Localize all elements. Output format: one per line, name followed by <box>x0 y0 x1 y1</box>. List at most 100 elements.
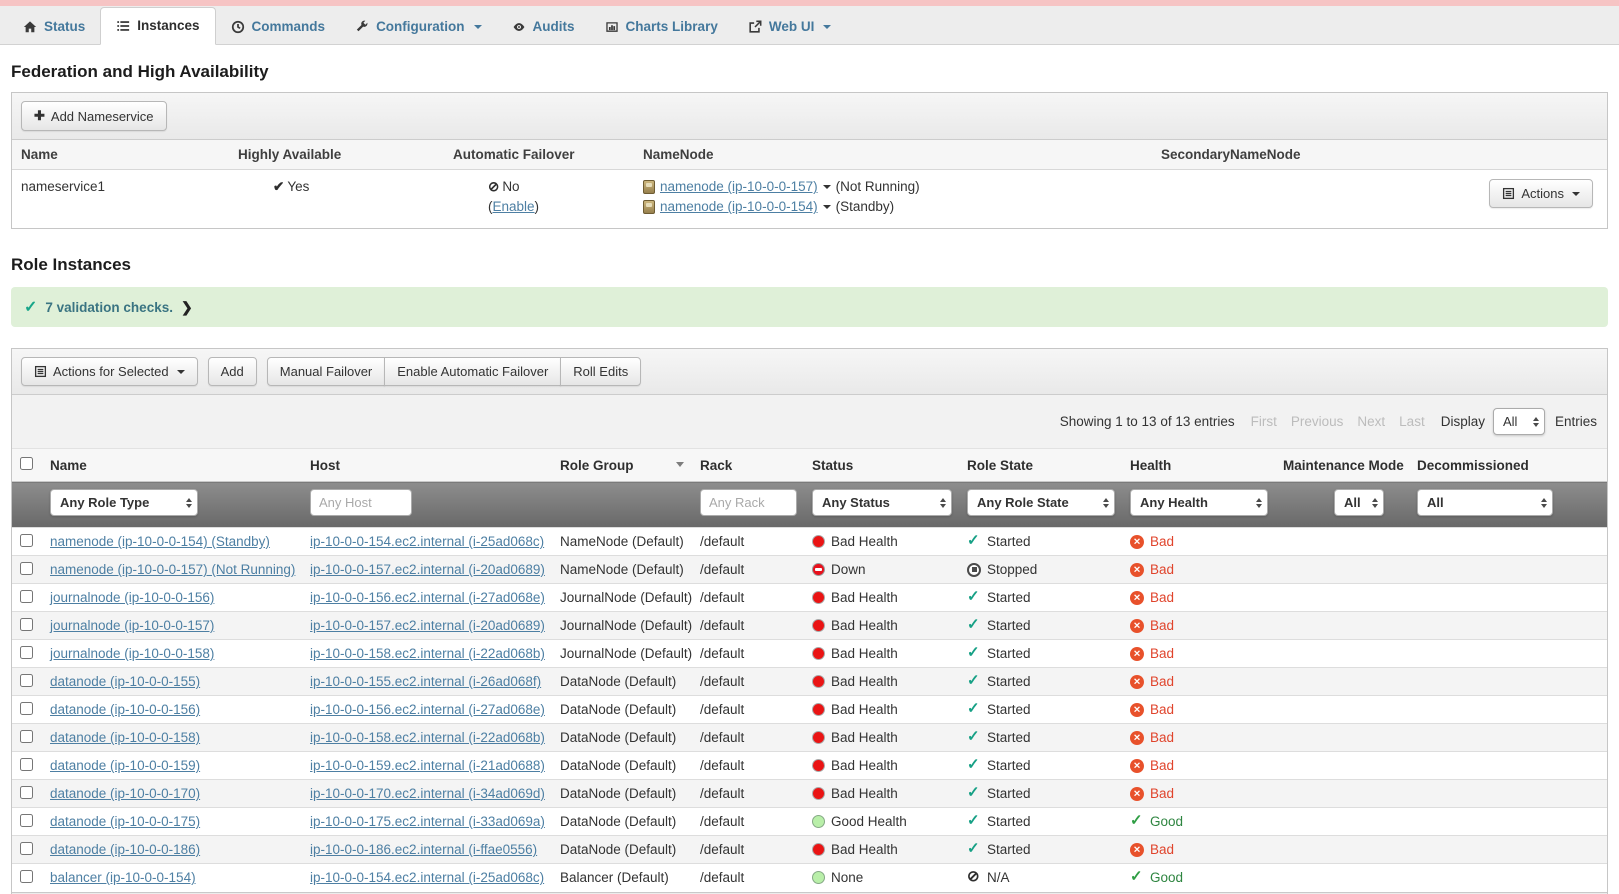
host-link[interactable]: ip-10-0-0-170.ec2.internal (i-34ad069d) <box>310 786 545 801</box>
manual-failover-button[interactable]: Manual Failover <box>267 357 386 386</box>
tab-configuration[interactable]: Configuration <box>340 9 496 44</box>
role-instance-link[interactable]: datanode (ip-10-0-0-156) <box>50 702 200 717</box>
status-cell: Down <box>804 556 959 584</box>
tab-audits[interactable]: Audits <box>497 9 590 44</box>
col-rack[interactable]: Rack <box>692 449 804 482</box>
nameservice-actions-button[interactable]: Actions <box>1489 179 1593 208</box>
col-health[interactable]: Health <box>1122 449 1275 482</box>
pagination-last[interactable]: Last <box>1399 414 1425 429</box>
tab-commands[interactable]: Commands <box>216 9 341 44</box>
row-checkbox[interactable] <box>20 590 33 603</box>
role-instance-link[interactable]: datanode (ip-10-0-0-175) <box>50 814 200 829</box>
host-link[interactable]: ip-10-0-0-158.ec2.internal (i-22ad068b) <box>310 730 545 745</box>
row-checkbox[interactable] <box>20 674 33 687</box>
role-state-icon <box>967 647 981 661</box>
col-status[interactable]: Status <box>804 449 959 482</box>
health-cell: Bad <box>1122 584 1275 612</box>
role-instance-link[interactable]: datanode (ip-10-0-0-155) <box>50 674 200 689</box>
role-instance-link[interactable]: namenode (ip-10-0-0-157) (Not Running) <box>50 562 295 577</box>
maintenance-mode-filter[interactable]: All <box>1334 489 1384 516</box>
external-link-icon <box>748 20 762 34</box>
rack-filter-input[interactable] <box>700 489 797 516</box>
namenode-link[interactable]: namenode (ip-10-0-0-154) <box>660 199 818 214</box>
tab-instances[interactable]: Instances <box>100 7 215 45</box>
host-link[interactable]: ip-10-0-0-175.ec2.internal (i-33ad069a) <box>310 814 545 829</box>
role-instance-link[interactable]: journalnode (ip-10-0-0-157) <box>50 618 214 633</box>
role-instance-link[interactable]: datanode (ip-10-0-0-170) <box>50 786 200 801</box>
role-instance-link[interactable]: balancer (ip-10-0-0-154) <box>50 870 196 885</box>
host-link[interactable]: ip-10-0-0-156.ec2.internal (i-27ad068e) <box>310 702 545 717</box>
instances-filter-row: Any Role Type Any Status Any Role State … <box>12 482 1607 528</box>
row-checkbox[interactable] <box>20 758 33 771</box>
row-checkbox[interactable] <box>20 562 33 575</box>
chevron-down-icon[interactable] <box>823 205 831 209</box>
entries-per-page-select[interactable]: All <box>1493 408 1545 435</box>
actions-for-selected-button[interactable]: Actions for Selected <box>21 357 198 386</box>
tab-web-ui[interactable]: Web UI <box>733 9 847 44</box>
federation-section-title: Federation and High Availability <box>11 62 1608 82</box>
table-row: datanode (ip-10-0-0-175) ip-10-0-0-175.e… <box>12 808 1607 836</box>
pagination-next[interactable]: Next <box>1357 414 1385 429</box>
enable-failover-link[interactable]: Enable <box>493 199 535 214</box>
row-checkbox[interactable] <box>20 702 33 715</box>
enable-automatic-failover-button[interactable]: Enable Automatic Failover <box>384 357 561 386</box>
clock-icon <box>231 20 245 34</box>
pagination-previous[interactable]: Previous <box>1291 414 1344 429</box>
col-decommissioned[interactable]: Decommissioned <box>1409 449 1607 482</box>
add-button[interactable]: Add <box>208 357 257 386</box>
host-link[interactable]: ip-10-0-0-157.ec2.internal (i-20ad0689) <box>310 562 545 577</box>
health-icon <box>1130 731 1144 745</box>
table-row: namenode (ip-10-0-0-154) (Standby) ip-10… <box>12 528 1607 556</box>
role-instance-link[interactable]: journalnode (ip-10-0-0-156) <box>50 590 214 605</box>
row-checkbox[interactable] <box>20 842 33 855</box>
roll-edits-button[interactable]: Roll Edits <box>560 357 641 386</box>
role-type-filter[interactable]: Any Role Type <box>50 489 198 516</box>
select-all-checkbox[interactable] <box>20 457 33 470</box>
host-link[interactable]: ip-10-0-0-156.ec2.internal (i-27ad068e) <box>310 590 545 605</box>
tab-charts-library[interactable]: Charts Library <box>590 9 733 44</box>
chevron-down-icon[interactable] <box>823 185 831 189</box>
health-cell: Bad <box>1122 612 1275 640</box>
row-checkbox[interactable] <box>20 534 33 547</box>
role-state-filter[interactable]: Any Role State <box>967 489 1115 516</box>
nameservice-name: nameservice1 <box>12 170 229 229</box>
col-maintenance-mode[interactable]: Maintenance Mode <box>1275 449 1409 482</box>
host-filter-input[interactable] <box>310 489 412 516</box>
add-nameservice-button[interactable]: ✚ Add Nameservice <box>21 101 167 131</box>
role-instance-link[interactable]: datanode (ip-10-0-0-159) <box>50 758 200 773</box>
validation-banner[interactable]: ✓ 7 validation checks. ❯ <box>11 287 1608 327</box>
row-checkbox[interactable] <box>20 646 33 659</box>
row-checkbox[interactable] <box>20 814 33 827</box>
col-name[interactable]: Name <box>42 449 302 482</box>
row-checkbox[interactable] <box>20 730 33 743</box>
host-link[interactable]: ip-10-0-0-157.ec2.internal (i-20ad0689) <box>310 618 545 633</box>
col-role-state[interactable]: Role State <box>959 449 1122 482</box>
host-link[interactable]: ip-10-0-0-154.ec2.internal (i-25ad068c) <box>310 534 544 549</box>
host-link[interactable]: ip-10-0-0-186.ec2.internal (i-ffae0556) <box>310 842 537 857</box>
row-checkbox[interactable] <box>20 618 33 631</box>
namenode-state: (Not Running) <box>836 179 920 194</box>
maintenance-mode-cell <box>1275 808 1409 836</box>
col-role-group[interactable]: Role Group <box>552 449 692 482</box>
host-link[interactable]: ip-10-0-0-154.ec2.internal (i-25ad068c) <box>310 870 544 885</box>
host-link[interactable]: ip-10-0-0-155.ec2.internal (i-26ad068f) <box>310 674 541 689</box>
row-checkbox[interactable] <box>20 786 33 799</box>
namenode-link[interactable]: namenode (ip-10-0-0-157) <box>660 179 818 194</box>
role-instance-link[interactable]: datanode (ip-10-0-0-186) <box>50 842 200 857</box>
role-instance-link[interactable]: journalnode (ip-10-0-0-158) <box>50 646 214 661</box>
tab-status[interactable]: Status <box>8 9 100 44</box>
role-instance-link[interactable]: datanode (ip-10-0-0-158) <box>50 730 200 745</box>
host-link[interactable]: ip-10-0-0-159.ec2.internal (i-21ad0688) <box>310 758 545 773</box>
row-checkbox[interactable] <box>20 870 33 883</box>
status-cell: Bad Health <box>804 584 959 612</box>
stepper-icon <box>940 495 946 511</box>
role-state-icon <box>967 703 981 717</box>
health-filter[interactable]: Any Health <box>1130 489 1268 516</box>
col-host[interactable]: Host <box>302 449 552 482</box>
host-link[interactable]: ip-10-0-0-158.ec2.internal (i-22ad068b) <box>310 646 545 661</box>
role-instance-link[interactable]: namenode (ip-10-0-0-154) (Standby) <box>50 534 270 549</box>
pagination-first[interactable]: First <box>1251 414 1277 429</box>
status-filter[interactable]: Any Status <box>812 489 952 516</box>
decommissioned-filter[interactable]: All <box>1417 489 1553 516</box>
status-cell: Bad Health <box>804 528 959 556</box>
